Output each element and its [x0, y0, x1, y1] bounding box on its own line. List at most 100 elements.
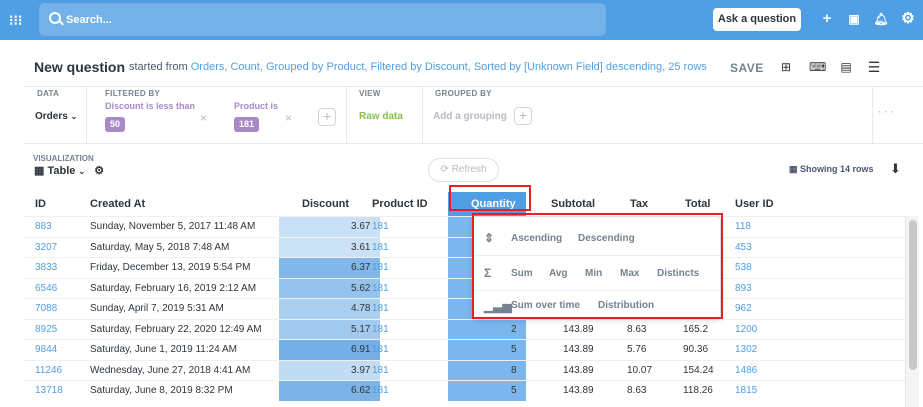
refresh-button[interactable]: ⟳ Refresh: [428, 158, 499, 182]
cell-user-id[interactable]: 893: [735, 282, 752, 294]
download-icon[interactable]: ⬇: [890, 161, 901, 176]
gear-icon[interactable]: ⚙: [94, 165, 105, 177]
distincts-button[interactable]: Distincts: [657, 268, 700, 279]
collection-move-icon[interactable]: ▤: [840, 60, 852, 74]
source-question-link[interactable]: Orders, Count, Grouped by Product, Filte…: [190, 61, 707, 73]
gear-icon[interactable]: ⚙: [901, 10, 915, 27]
filter-product-name[interactable]: Product is: [234, 101, 279, 111]
cell-total: 118.26: [683, 385, 713, 396]
plus-icon[interactable]: +: [822, 10, 832, 27]
cell-user-id[interactable]: 118: [735, 221, 751, 232]
table-icon: ▦: [34, 165, 45, 177]
data-label: DATA: [37, 89, 60, 98]
cell-product-id[interactable]: 181: [372, 385, 389, 396]
add-grouping-button[interactable]: +: [514, 107, 532, 125]
max-button[interactable]: Max: [620, 268, 640, 279]
row-count: ▦ Showing 14 rows: [789, 164, 874, 175]
cell-user-id[interactable]: 1200: [735, 323, 758, 335]
cell-discount: 3.97: [351, 364, 371, 376]
add-grouping-placeholder[interactable]: Add a grouping: [433, 111, 507, 122]
cell-id[interactable]: 883: [35, 221, 52, 232]
quantity-highlight-cell: [448, 360, 526, 381]
avg-button[interactable]: Avg: [549, 268, 568, 279]
cell-product-id[interactable]: 181: [372, 364, 389, 376]
cell-id[interactable]: 3207: [35, 241, 58, 253]
table-scrollbar[interactable]: [905, 216, 919, 407]
refresh-label: Refresh: [451, 164, 487, 175]
cell-id[interactable]: 13718: [35, 385, 63, 396]
menu-icon[interactable]: ☰: [867, 59, 881, 75]
discount-heat-cell: [279, 381, 380, 401]
cell-product-id[interactable]: 181: [372, 303, 389, 314]
column-header-id[interactable]: ID: [35, 198, 46, 210]
data-source-value: Orders: [35, 111, 68, 122]
sum-over-time-button[interactable]: Sum over time: [511, 300, 580, 311]
cell-id[interactable]: 9844: [35, 344, 58, 355]
filter-product-value[interactable]: 181: [234, 117, 260, 132]
remove-filter-icon[interactable]: ×: [285, 111, 293, 125]
cell-tax: 10.07: [627, 364, 653, 376]
column-header-subtotal[interactable]: Subtotal: [551, 198, 595, 210]
cell-quantity: 5: [511, 344, 517, 355]
search-bar[interactable]: Search...: [39, 3, 606, 36]
metabase-logo-icon[interactable]: ⁝⁝⁝: [9, 12, 23, 28]
cell-product-id[interactable]: 181: [372, 282, 389, 294]
sort-descending-button[interactable]: Descending: [578, 233, 635, 244]
sum-button[interactable]: Sum: [511, 268, 533, 279]
data-source-select[interactable]: Orders ⌄: [35, 111, 77, 122]
column-header-created-at[interactable]: Created At: [90, 198, 146, 210]
cell-user-id[interactable]: 538: [735, 262, 752, 273]
collection-icon[interactable]: ▣: [848, 12, 860, 26]
column-header-user-id[interactable]: User ID: [735, 198, 774, 210]
column-header-product-id[interactable]: Product ID: [372, 198, 428, 210]
save-button[interactable]: SAVE: [730, 61, 764, 75]
cell-total: 90.36: [683, 344, 709, 355]
cell-user-id[interactable]: 1486: [735, 364, 758, 376]
code-icon[interactable]: ⌨: [809, 60, 827, 74]
cell-user-id[interactable]: 1815: [735, 385, 758, 396]
sort-ascending-button[interactable]: Ascending: [511, 233, 563, 244]
row-count-label: Showing 14 rows: [800, 164, 874, 174]
ask-question-button[interactable]: Ask a question: [713, 8, 801, 31]
cell-subtotal: 143.89: [563, 323, 594, 335]
cell-id[interactable]: 6546: [35, 282, 58, 294]
cell-user-id[interactable]: 962: [735, 303, 752, 314]
min-button[interactable]: Min: [585, 268, 603, 279]
filter-discount-name[interactable]: Discount is less than: [105, 101, 196, 111]
bell-icon[interactable]: 🔔︎: [873, 12, 889, 26]
cell-user-id[interactable]: 1302: [735, 344, 758, 355]
distribution-button[interactable]: Distribution: [598, 300, 655, 311]
visualization-select[interactable]: ▦ Table ⌄ ⚙: [34, 164, 104, 177]
quantity-header-highlight-box: [449, 185, 531, 211]
filter-discount-value[interactable]: 50: [105, 117, 126, 132]
column-header-discount[interactable]: Discount: [302, 198, 350, 210]
cell-product-id[interactable]: 181: [372, 323, 389, 335]
cell-quantity: 8: [511, 364, 517, 376]
view-section: VIEW Raw data: [347, 87, 423, 145]
cell-product-id[interactable]: 181: [372, 241, 389, 253]
column-header-quantity[interactable]: Quantity: [471, 198, 516, 210]
cell-tax: 5.76: [627, 344, 647, 355]
cell-id[interactable]: 8925: [35, 323, 58, 335]
search-input[interactable]: Search...: [66, 14, 112, 26]
column-header-total[interactable]: Total: [685, 198, 711, 210]
cell-id[interactable]: 7088: [35, 303, 58, 314]
cell-created-at: Saturday, May 5, 2018 7:48 AM: [90, 241, 230, 253]
column-header-tax[interactable]: Tax: [630, 198, 649, 210]
add-to-dashboard-icon[interactable]: ⊞: [780, 60, 792, 74]
quantity-highlight-cell: [448, 381, 526, 401]
table-row: 3833 Friday, December 13, 2019 5:54 PM 6.3…: [23, 257, 905, 278]
cell-id[interactable]: 11246: [35, 364, 63, 376]
add-filter-button[interactable]: +: [318, 108, 336, 126]
scrollbar-thumb[interactable]: [909, 220, 917, 370]
sort-actions-row: ⇕ Ascending Descending: [473, 222, 722, 256]
more-options-icon[interactable]: ···: [878, 107, 897, 118]
view-select[interactable]: Raw data: [359, 111, 403, 122]
table-row: 11246 Wednesday, June 27, 2018 4:41 AM 3.9…: [23, 359, 905, 381]
cell-product-id[interactable]: 181: [372, 262, 389, 273]
remove-filter-icon[interactable]: ×: [200, 111, 208, 125]
cell-user-id[interactable]: 453: [735, 241, 752, 253]
cell-product-id[interactable]: 181: [372, 344, 389, 355]
cell-id[interactable]: 3833: [35, 262, 58, 273]
cell-product-id[interactable]: 181: [372, 221, 389, 232]
